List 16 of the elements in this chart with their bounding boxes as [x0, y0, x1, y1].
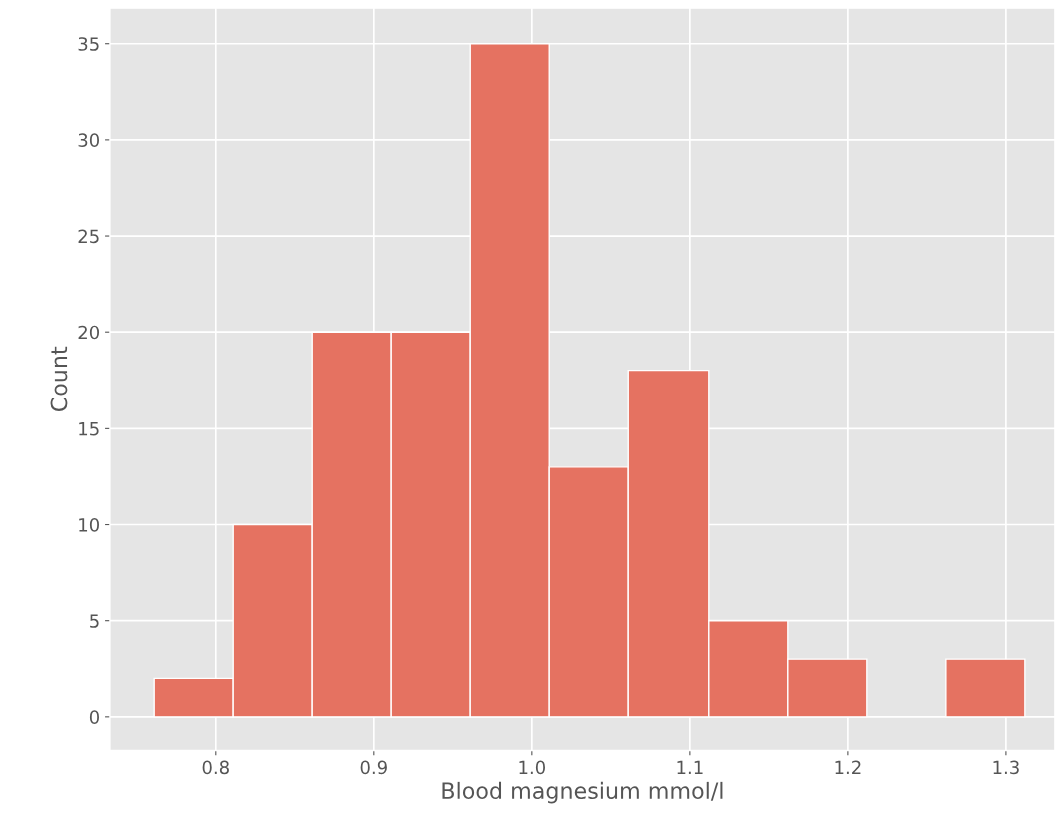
- x-tick-label: 1.0: [519, 760, 545, 775]
- y-tick-label: 5: [90, 614, 99, 628]
- y-tick-label: 25: [78, 229, 99, 244]
- y-tick-label: 30: [78, 133, 100, 147]
- x-tick-label: 0.9: [360, 760, 387, 775]
- y-tick-label: 0: [89, 710, 100, 724]
- x-tick-label: 1.3: [993, 760, 1019, 775]
- y-axis-title: Count: [50, 346, 68, 412]
- x-tick-label: 1.2: [835, 760, 861, 774]
- x-tick-label: 0.8: [202, 760, 229, 775]
- x-axis-title: Blood magnesium mmol/l: [442, 781, 723, 804]
- y-tick-label: 35: [78, 37, 99, 51]
- y-tick-label: 15: [79, 422, 99, 436]
- x-tick-label: 1.1: [677, 760, 703, 774]
- y-tick-label: 10: [79, 517, 100, 532]
- y-tick-label: 20: [78, 325, 100, 340]
